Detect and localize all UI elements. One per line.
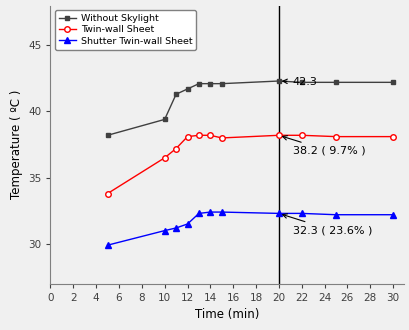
Shutter Twin-wall Sheet [184,222,189,226]
Line: Twin-wall Sheet: Twin-wall Sheet [105,133,395,196]
Without Skylight [173,92,178,96]
Without Skylight [105,133,110,137]
Y-axis label: Temperature ( ºC ): Temperature ( ºC ) [10,90,22,199]
Shutter Twin-wall Sheet [390,213,395,217]
X-axis label: Time (min): Time (min) [195,308,259,321]
Twin-wall Sheet [173,147,178,150]
Text: 32.3 ( 23.6% ): 32.3 ( 23.6% ) [282,214,371,235]
Shutter Twin-wall Sheet [105,243,110,247]
Shutter Twin-wall Sheet [219,210,224,214]
Shutter Twin-wall Sheet [162,229,167,233]
Without Skylight [333,81,337,84]
Twin-wall Sheet [196,133,201,137]
Shutter Twin-wall Sheet [173,226,178,230]
Shutter Twin-wall Sheet [207,210,212,214]
Twin-wall Sheet [207,133,212,137]
Twin-wall Sheet [105,191,110,195]
Twin-wall Sheet [184,135,189,139]
Twin-wall Sheet [276,133,281,137]
Line: Without Skylight: Without Skylight [105,79,395,138]
Without Skylight [184,87,189,91]
Shutter Twin-wall Sheet [196,212,201,215]
Without Skylight [276,79,281,83]
Shutter Twin-wall Sheet [276,212,281,215]
Without Skylight [299,81,303,84]
Without Skylight [390,81,395,84]
Without Skylight [196,82,201,86]
Shutter Twin-wall Sheet [299,212,303,215]
Legend: Without Skylight, Twin-wall Sheet, Shutter Twin-wall Sheet: Without Skylight, Twin-wall Sheet, Shutt… [55,10,196,50]
Shutter Twin-wall Sheet [333,213,337,217]
Text: 38.2 ( 9.7% ): 38.2 ( 9.7% ) [282,136,364,156]
Twin-wall Sheet [299,133,303,137]
Line: Shutter Twin-wall Sheet: Shutter Twin-wall Sheet [104,209,395,248]
Text: 42.3: 42.3 [282,77,317,87]
Without Skylight [207,82,212,86]
Without Skylight [162,117,167,121]
Twin-wall Sheet [333,135,337,139]
Twin-wall Sheet [219,136,224,140]
Without Skylight [219,82,224,86]
Twin-wall Sheet [390,135,395,139]
Twin-wall Sheet [162,156,167,160]
